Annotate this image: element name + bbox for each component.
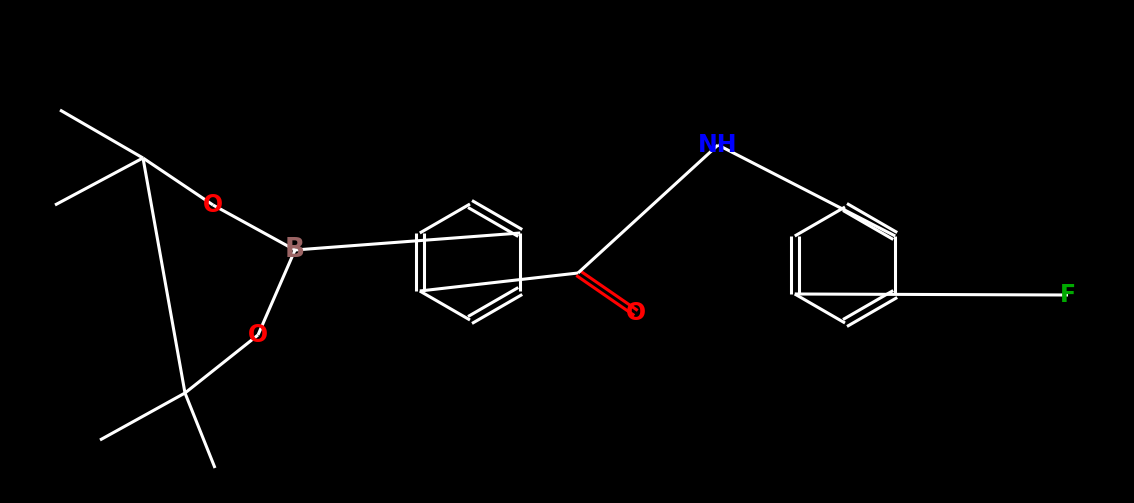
Text: O: O [203, 193, 223, 217]
Text: F: F [1060, 283, 1076, 307]
Text: NH: NH [699, 133, 738, 157]
Text: O: O [626, 301, 646, 325]
Text: O: O [248, 323, 268, 347]
Text: B: B [285, 237, 305, 263]
